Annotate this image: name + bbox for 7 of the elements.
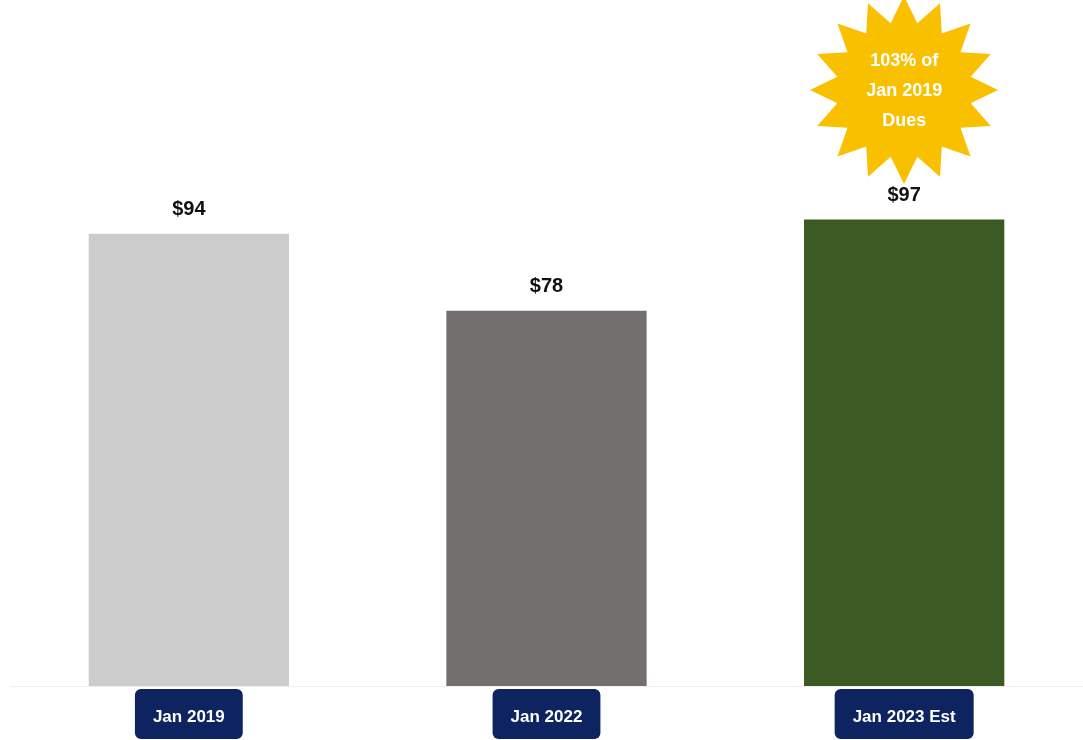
- data-label: $78: [529, 274, 564, 297]
- x-tick-label: Jan 2022: [510, 706, 583, 726]
- data-label: $94: [172, 197, 207, 220]
- x-tick-label: Jan 2023 Est: [852, 706, 957, 726]
- x-tick-label: Jan 2019: [152, 706, 225, 726]
- data-label: $97: [887, 182, 921, 205]
- text: 103% of Jan 2019 Dues: [865, 49, 944, 132]
